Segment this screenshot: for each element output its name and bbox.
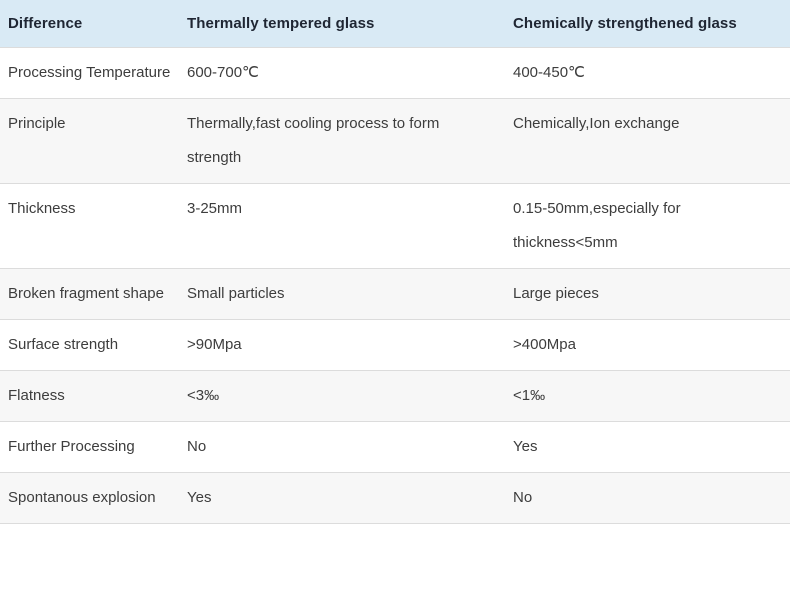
chemical-cell: Chemically,Ion exchange bbox=[505, 98, 790, 184]
thermal-cell: 600-700℃ bbox=[179, 47, 505, 99]
row-label-cell: Processing Temperature bbox=[0, 47, 179, 99]
table-row: Broken fragment shape Small particles La… bbox=[0, 268, 790, 320]
thermal-cell: <3‰ bbox=[179, 370, 505, 422]
table-row: Processing Temperature 600-700℃ 400-450℃ bbox=[0, 47, 790, 99]
row-label-cell: Broken fragment shape bbox=[0, 268, 179, 320]
thermal-cell: 3-25mm bbox=[179, 183, 505, 269]
column-header-thermally-tempered: Thermally tempered glass bbox=[179, 0, 505, 48]
thermal-cell: No bbox=[179, 421, 505, 473]
thermal-cell: Thermally,fast cooling process to form s… bbox=[179, 98, 505, 184]
row-label-cell: Flatness bbox=[0, 370, 179, 422]
table-row: Thickness 3-25mm 0.15-50mm,especially fo… bbox=[0, 183, 790, 269]
table-row: Further Processing No Yes bbox=[0, 421, 790, 473]
table-header: Difference Thermally tempered glass Chem… bbox=[0, 0, 790, 48]
chemical-cell: 400-450℃ bbox=[505, 47, 790, 99]
table-row: Surface strength >90Mpa >400Mpa bbox=[0, 319, 790, 371]
table-row: Principle Thermally,fast cooling process… bbox=[0, 98, 790, 184]
row-label-cell: Spontanous explosion bbox=[0, 472, 179, 524]
row-label-cell: Further Processing bbox=[0, 421, 179, 473]
table-body: Processing Temperature 600-700℃ 400-450℃… bbox=[0, 47, 790, 524]
chemical-cell: Large pieces bbox=[505, 268, 790, 320]
row-label-cell: Principle bbox=[0, 98, 179, 184]
table-row: Flatness <3‰ <1‰ bbox=[0, 370, 790, 422]
row-label-cell: Surface strength bbox=[0, 319, 179, 371]
thermal-cell: Small particles bbox=[179, 268, 505, 320]
chemical-cell: Yes bbox=[505, 421, 790, 473]
column-header-chemically-strengthened: Chemically strengthened glass bbox=[505, 0, 790, 48]
chemical-cell: No bbox=[505, 472, 790, 524]
table-row: Spontanous explosion Yes No bbox=[0, 472, 790, 524]
chemical-cell: <1‰ bbox=[505, 370, 790, 422]
column-header-difference: Difference bbox=[0, 0, 179, 48]
thermal-cell: Yes bbox=[179, 472, 505, 524]
chemical-cell: >400Mpa bbox=[505, 319, 790, 371]
chemical-cell: 0.15-50mm,especially for thickness<5mm bbox=[505, 183, 790, 269]
glass-comparison-table: Difference Thermally tempered glass Chem… bbox=[0, 0, 790, 524]
thermal-cell: >90Mpa bbox=[179, 319, 505, 371]
header-row: Difference Thermally tempered glass Chem… bbox=[0, 0, 790, 48]
row-label-cell: Thickness bbox=[0, 183, 179, 269]
